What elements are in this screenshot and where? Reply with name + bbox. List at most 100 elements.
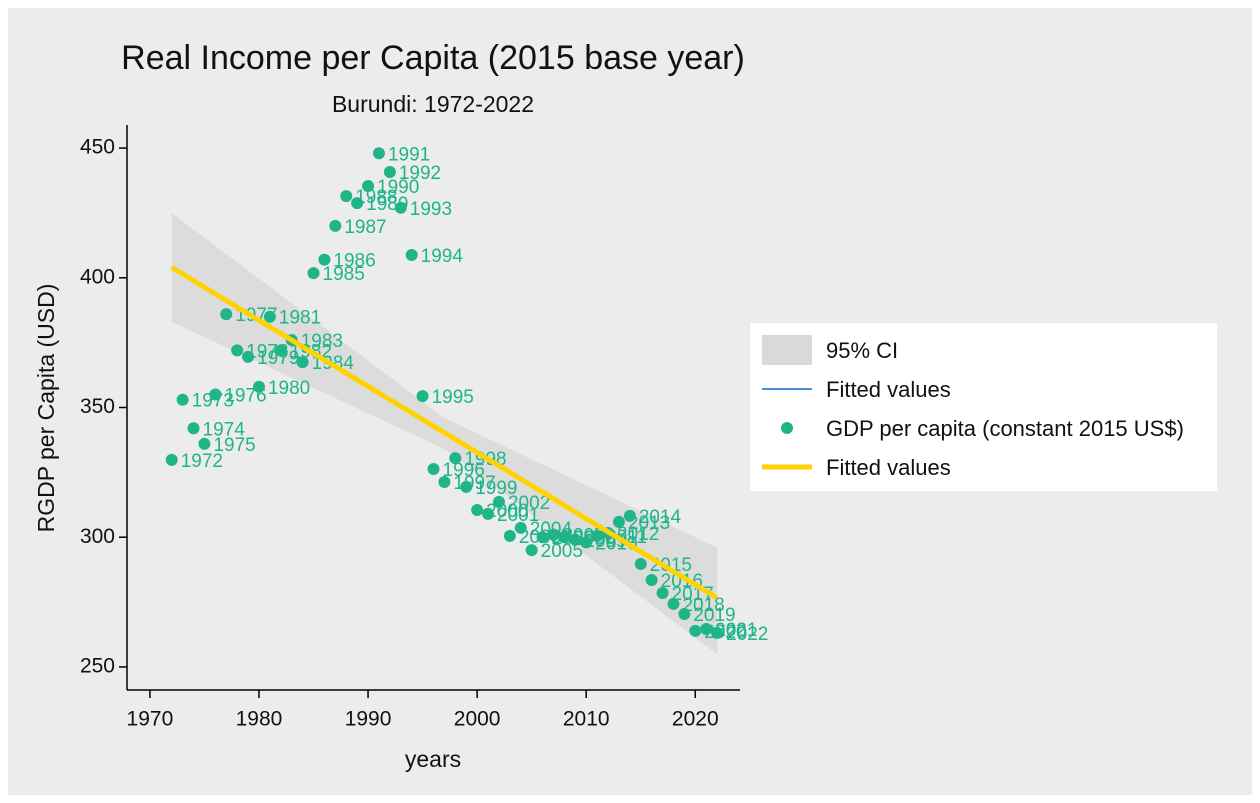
data-point	[405, 248, 418, 261]
point-label: 2011	[606, 527, 647, 548]
data-point	[263, 310, 276, 323]
data-point	[612, 515, 625, 528]
data-point	[274, 344, 287, 357]
data-point	[372, 147, 385, 160]
data-point	[340, 190, 353, 203]
data-point	[711, 626, 724, 639]
point-label: 1991	[388, 144, 430, 165]
data-point	[329, 219, 342, 232]
y-tick-label: 400	[80, 265, 115, 288]
legend-swatch	[762, 335, 812, 365]
point-label: 2016	[661, 571, 703, 592]
data-point	[231, 344, 244, 357]
point-label: 1981	[279, 308, 321, 329]
data-point	[623, 509, 636, 522]
data-point	[580, 536, 593, 549]
point-label: 1986	[333, 251, 375, 272]
point-label: 1990	[377, 177, 419, 198]
legend	[750, 323, 1217, 491]
x-axis-label: years	[405, 746, 461, 772]
point-label: 2021	[715, 620, 757, 641]
y-axis-label: RGDP per Capita (USD)	[33, 284, 59, 533]
data-point	[416, 390, 429, 403]
point-label: 2019	[693, 605, 735, 626]
point-label: 2012	[617, 524, 659, 545]
data-point	[482, 507, 495, 520]
data-point	[547, 528, 560, 541]
data-point	[569, 533, 582, 546]
x-tick-label: 2020	[672, 708, 719, 731]
data-point	[383, 165, 396, 178]
x-tick-label: 2010	[563, 708, 610, 731]
x-tick-label: 1980	[236, 708, 283, 731]
data-point	[471, 503, 484, 516]
data-point	[503, 529, 516, 542]
data-point	[656, 586, 669, 599]
data-point	[296, 356, 309, 369]
y-tick-label: 250	[80, 654, 115, 677]
x-tick-label: 1990	[345, 708, 392, 731]
point-label: 2022	[726, 624, 768, 645]
data-point	[438, 475, 451, 488]
data-point	[242, 350, 255, 363]
point-label: 2018	[682, 595, 724, 616]
point-label: 1983	[301, 331, 343, 352]
point-label: 1972	[181, 451, 223, 472]
data-point	[252, 380, 265, 393]
legend-swatch	[781, 422, 793, 434]
point-label: 1973	[192, 391, 234, 412]
data-point	[700, 623, 713, 636]
data-point	[427, 462, 440, 475]
data-point	[165, 453, 178, 466]
y-tick-label: 350	[80, 395, 115, 418]
point-label: 1980	[268, 378, 310, 399]
chart-title: Real Income per Capita (2015 base year)	[121, 39, 745, 77]
point-label: 1979	[257, 348, 299, 369]
point-label: 2010	[595, 533, 637, 554]
data-point	[176, 393, 189, 406]
legend-label: 95% CI	[826, 338, 898, 363]
x-tick-label: 1970	[127, 708, 174, 731]
point-label: 1974	[203, 419, 246, 440]
data-point	[558, 531, 571, 544]
fitted-line	[170, 265, 719, 601]
data-point	[198, 437, 211, 450]
data-point	[536, 531, 549, 544]
point-label: 1993	[410, 199, 452, 220]
point-label: 1995	[432, 387, 474, 408]
chart-subtitle: Burundi: 1972-2022	[332, 91, 534, 117]
point-label: 2005	[541, 541, 583, 562]
point-label: 1975	[213, 435, 255, 456]
data-point	[460, 480, 473, 493]
data-point	[514, 521, 527, 534]
data-point	[209, 388, 222, 401]
point-label: 2013	[628, 513, 670, 534]
data-point	[307, 267, 320, 280]
legend-label: Fitted values	[826, 455, 951, 480]
data-point	[678, 607, 691, 620]
point-label: 1994	[421, 246, 464, 267]
point-label: 1985	[323, 264, 365, 285]
data-point	[634, 557, 647, 570]
legend-label: Fitted values	[826, 377, 951, 402]
data-point	[667, 597, 680, 610]
y-tick-label: 450	[80, 136, 115, 159]
data-point	[525, 544, 538, 557]
point-label: 2015	[650, 555, 692, 576]
data-point	[220, 308, 233, 321]
data-point	[394, 201, 407, 214]
point-label: 1988	[355, 187, 397, 208]
point-label: 2001	[497, 505, 539, 526]
point-label: 2014	[639, 507, 682, 528]
data-point	[645, 574, 658, 587]
legend-label: GDP per capita (constant 2015 US$)	[826, 416, 1184, 441]
point-label: 1992	[399, 163, 441, 184]
data-point	[449, 452, 462, 465]
point-label: 1996	[443, 460, 485, 481]
y-tick-label: 300	[80, 525, 115, 548]
data-point	[492, 495, 505, 508]
plot-area: 1972197319741975197619771978197919801981…	[165, 144, 768, 654]
point-label: 1987	[344, 217, 386, 238]
data-point	[689, 624, 702, 637]
